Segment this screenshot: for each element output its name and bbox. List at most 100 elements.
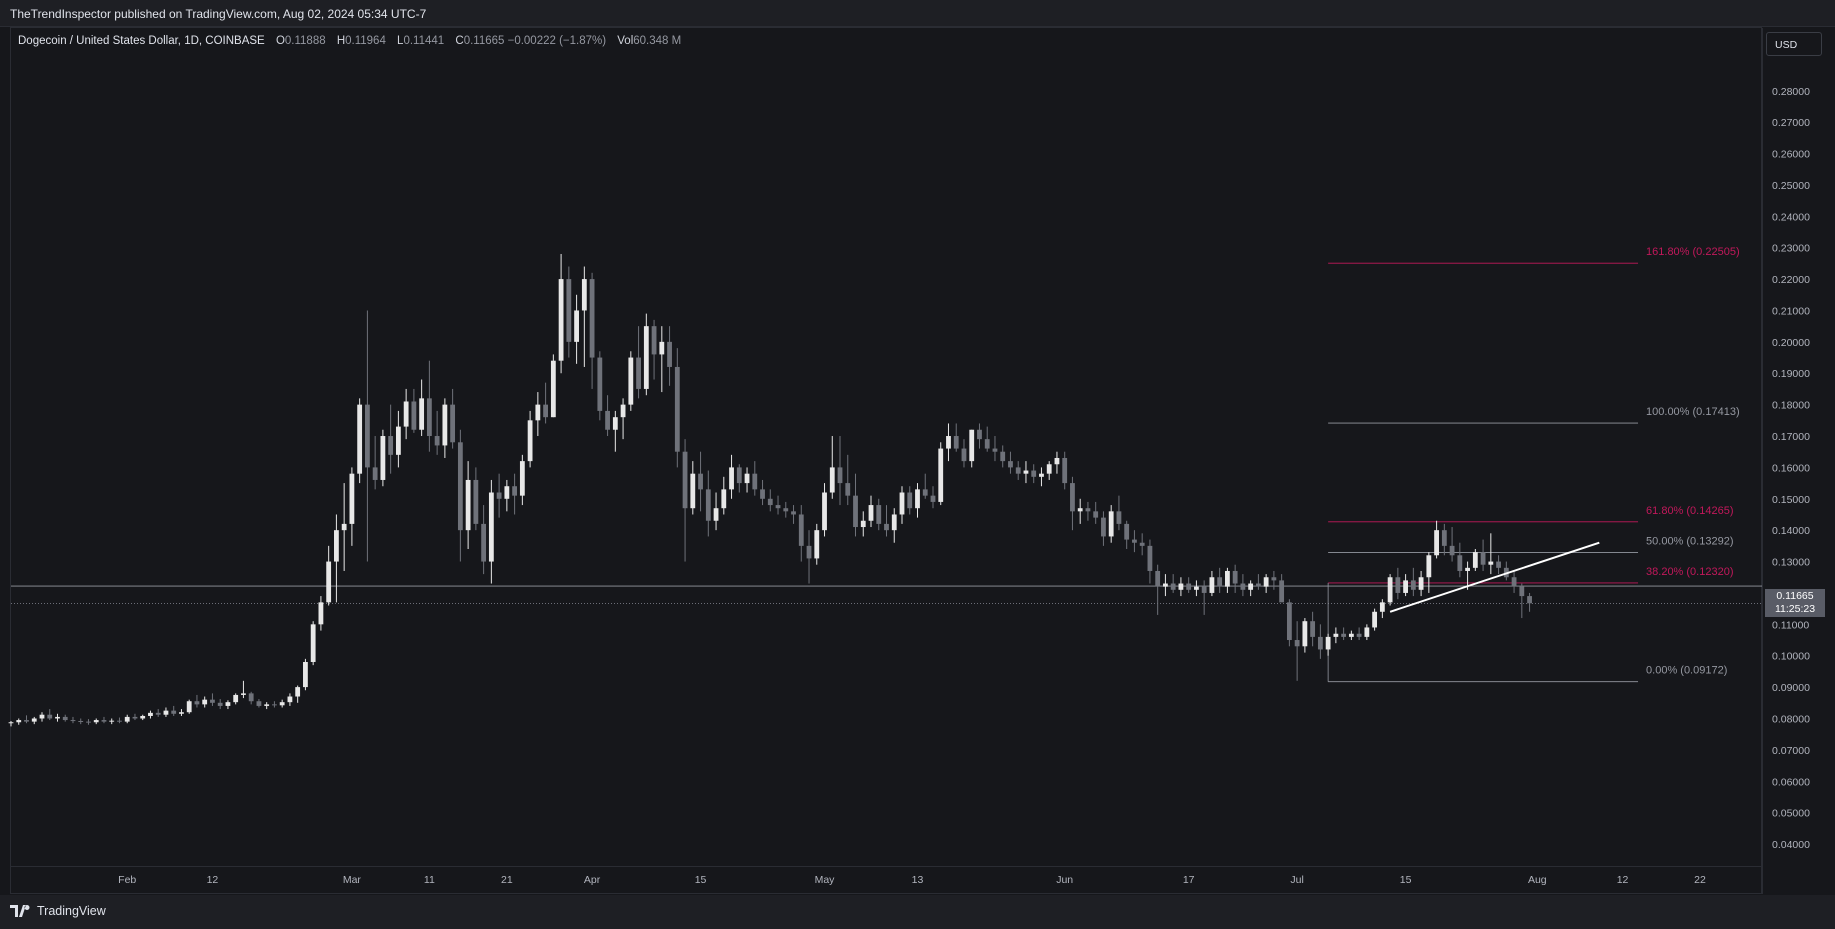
candle-body bbox=[822, 492, 827, 531]
candle-body bbox=[295, 687, 301, 697]
candle-body bbox=[473, 479, 479, 524]
candle-body bbox=[930, 495, 936, 502]
candle-body bbox=[1441, 530, 1447, 546]
tradingview-logo[interactable]: TradingView bbox=[10, 904, 106, 918]
candle-body bbox=[78, 720, 84, 722]
high-label: H bbox=[336, 35, 346, 47]
candle-body bbox=[969, 429, 975, 462]
symbol-title[interactable]: Dogecoin / United States Dollar, 1D, COI… bbox=[18, 35, 265, 47]
candle-body bbox=[364, 404, 370, 468]
candle-body bbox=[341, 523, 347, 531]
candle-body bbox=[1178, 583, 1184, 590]
candle-body bbox=[334, 530, 339, 562]
candle-body bbox=[907, 492, 913, 509]
time-axis-tick-label: 12 bbox=[207, 874, 219, 886]
fib-level-label: 0.00% (0.09172) bbox=[1646, 665, 1727, 677]
candle-body bbox=[512, 486, 518, 496]
low-value: 0.11441 bbox=[403, 35, 445, 47]
candle-body bbox=[651, 326, 657, 355]
candle-body bbox=[287, 696, 293, 703]
candle-body bbox=[1317, 636, 1323, 650]
candle-body bbox=[504, 486, 510, 499]
close-label: C bbox=[455, 35, 464, 47]
candle-body bbox=[1217, 577, 1223, 587]
fib-level-label: 100.00% (0.17413) bbox=[1646, 406, 1740, 418]
candle-body bbox=[434, 436, 440, 446]
candle-body bbox=[1147, 545, 1153, 571]
candle-body bbox=[690, 473, 696, 509]
trend-line[interactable] bbox=[1389, 541, 1600, 613]
candle-body bbox=[1186, 583, 1192, 590]
candle-body bbox=[1225, 570, 1230, 587]
candle-body bbox=[1294, 640, 1300, 647]
publish-info: TheTrendInspector published on TradingVi… bbox=[10, 7, 427, 21]
candle-body bbox=[922, 489, 928, 496]
current-price-tag: 0.11665 11:25:23 bbox=[1765, 589, 1825, 617]
fib-level-label: 61.80% (0.14265) bbox=[1646, 505, 1733, 517]
candle-body bbox=[860, 520, 866, 528]
price-axis-tick-label: 0.13000 bbox=[1772, 557, 1810, 569]
candle-body bbox=[659, 341, 665, 355]
candle-body bbox=[876, 505, 882, 524]
time-axis-tick-label: Aug bbox=[1528, 874, 1547, 886]
high-value: 0.11964 bbox=[345, 35, 386, 47]
currency-selector[interactable]: USD bbox=[1766, 32, 1822, 56]
candle-body bbox=[744, 473, 750, 484]
candle-body bbox=[527, 420, 533, 462]
time-axis-tick-label: 22 bbox=[1694, 874, 1706, 886]
candle-body bbox=[481, 523, 487, 562]
candle-body bbox=[884, 523, 889, 531]
candle-body bbox=[163, 710, 169, 715]
price-axis-tick-label: 0.15000 bbox=[1772, 494, 1810, 506]
candle-body bbox=[946, 436, 951, 449]
candle-body bbox=[984, 439, 990, 449]
candle-body bbox=[1008, 461, 1013, 468]
candle-body bbox=[1333, 633, 1339, 637]
candle-body bbox=[465, 479, 471, 531]
candle-body bbox=[1263, 577, 1269, 587]
candle-body bbox=[845, 483, 851, 496]
candle-body bbox=[1124, 523, 1130, 540]
price-axis-tick-label: 0.28000 bbox=[1772, 86, 1810, 98]
candle-body bbox=[915, 489, 920, 509]
price-axis-tick-label: 0.20000 bbox=[1772, 337, 1810, 349]
candle-body bbox=[1286, 602, 1292, 641]
candle-body bbox=[388, 436, 394, 455]
candle-body bbox=[713, 508, 719, 521]
candle-body bbox=[783, 508, 789, 512]
candle-body bbox=[1488, 561, 1494, 565]
time-axis-tick-label: 21 bbox=[501, 874, 513, 886]
candle-body bbox=[62, 716, 68, 721]
time-axis-tick-label: Mar bbox=[343, 874, 362, 886]
candle-body bbox=[1457, 555, 1463, 571]
candle-body bbox=[1015, 467, 1021, 474]
candle-body bbox=[31, 718, 37, 722]
time-axis-tick-label: 15 bbox=[1400, 874, 1412, 886]
candle-body bbox=[682, 451, 688, 509]
candle-body bbox=[39, 714, 45, 719]
candle-body bbox=[1163, 583, 1168, 587]
candle-body bbox=[442, 404, 448, 446]
candle-body bbox=[8, 722, 14, 724]
candle-body bbox=[1093, 511, 1099, 518]
candle-body bbox=[1310, 621, 1316, 637]
price-axis-tick-label: 0.17000 bbox=[1772, 431, 1810, 443]
candle-body bbox=[1418, 577, 1424, 590]
candle-body bbox=[1372, 611, 1378, 628]
candle-body bbox=[628, 357, 634, 405]
candle-body bbox=[1039, 473, 1044, 477]
candle-body bbox=[279, 702, 285, 706]
candle-body bbox=[1348, 633, 1354, 637]
price-axis-tick-label: 0.25000 bbox=[1772, 180, 1810, 192]
price-axis-background bbox=[1762, 28, 1835, 894]
candle-body bbox=[1170, 583, 1176, 590]
candle-body bbox=[117, 720, 122, 722]
candle-body bbox=[248, 693, 254, 702]
candle-body bbox=[186, 701, 192, 713]
candle-body bbox=[395, 426, 401, 455]
candle-body bbox=[411, 401, 417, 430]
candle-body bbox=[1434, 530, 1439, 556]
candle-body bbox=[488, 492, 494, 562]
price-axis-tick-label: 0.19000 bbox=[1772, 368, 1810, 380]
